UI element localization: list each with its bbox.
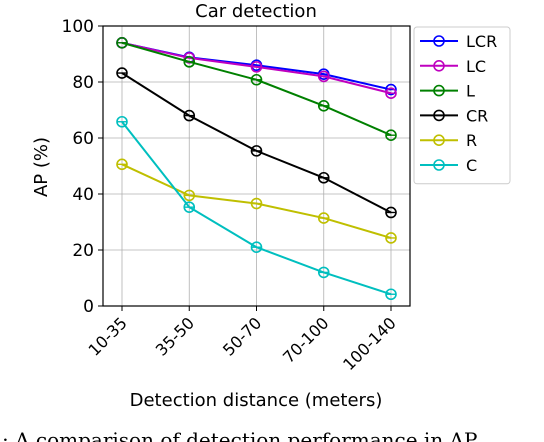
legend-item-lcr: LCR [420,32,497,51]
y-tick-label: 40 [72,185,94,205]
legend-item-l: L [420,82,475,101]
legend-item-cr: CR [420,106,488,125]
figure-caption: : A comparison of detection performance … [2,428,477,442]
y-tick-label: 0 [83,297,94,317]
x-tick-label: 10-35 [85,313,131,359]
y-tick-label: 100 [62,17,94,37]
series-c [116,115,397,301]
axes: 0 20 40 60 80 100 10-35 35-50 50-70 70-100 100-140 [62,17,400,374]
x-tick-label: 100-140 [339,313,400,374]
legend-label: C [466,156,477,175]
series-layer [116,36,397,301]
legend-item-lc: LC [420,57,486,76]
y-tick-label: 60 [72,129,94,149]
series-cr [116,67,397,219]
legend-item-c: C [420,156,477,175]
x-axis-label: Detection distance (meters) [130,390,383,411]
legend-label: R [466,131,477,150]
chart-title: Car detection [195,1,317,22]
x-tick-label: 70-100 [279,313,333,367]
gridlines [103,25,410,307]
plot-frame [102,25,411,307]
plot-border [102,25,411,307]
legend-label: LCR [466,32,497,51]
legend-label: CR [466,106,488,125]
series-l [116,36,397,141]
legend-label: L [466,82,475,101]
y-tick-label: 20 [72,241,94,261]
y-tick-label: 80 [72,73,94,93]
x-tick-label: 35-50 [152,313,198,359]
legend-item-r: R [420,131,477,150]
series-r [116,158,397,244]
x-tick-label: 50-70 [219,313,265,359]
y-axis-label: AP (%) [31,137,52,197]
legend-label: LC [466,57,486,76]
